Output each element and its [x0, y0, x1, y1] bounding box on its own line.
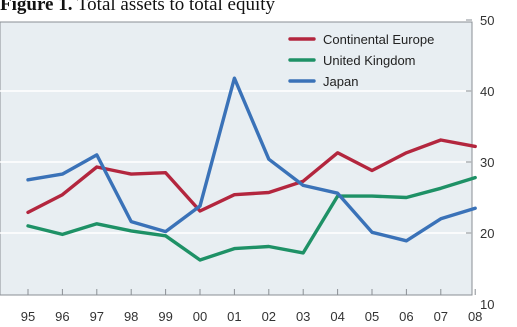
chart-title-text: Total assets to total equity — [72, 0, 276, 15]
legend-label-continental-europe: Continental Europe — [323, 32, 434, 47]
x-tick-label-07: 07 — [434, 309, 448, 324]
y-tick-label-40: 40 — [480, 84, 494, 99]
x-tick-label-03: 03 — [296, 309, 310, 324]
x-tick-label-95: 95 — [21, 309, 35, 324]
y-tick-label-50: 50 — [480, 13, 494, 28]
legend-label-japan: Japan — [323, 74, 358, 89]
x-tick-label-99: 99 — [158, 309, 172, 324]
x-tick-label-05: 05 — [365, 309, 379, 324]
x-tick-label-98: 98 — [124, 309, 138, 324]
x-tick-label-06: 06 — [399, 309, 413, 324]
x-tick-label-08: 08 — [468, 309, 482, 324]
grid-lines — [0, 90, 472, 234]
x-tick-label-96: 96 — [55, 309, 69, 324]
y-tick-label-10: 10 — [480, 297, 494, 312]
x-tick-label-01: 01 — [227, 309, 241, 324]
series-line-united-kingdom — [26, 175, 477, 262]
x-tick-label-00: 00 — [193, 309, 207, 324]
legend-label-united-kingdom: United Kingdom — [323, 53, 416, 68]
series-line-japan — [26, 76, 477, 243]
axes: 10 20 30 40 50 95 96 97 98 99 00 01 02 03 04 05 06 07 08 — [21, 13, 495, 324]
x-tick-label-97: 97 — [90, 309, 104, 324]
x-tick-label-02: 02 — [262, 309, 276, 324]
series-lines — [26, 76, 477, 262]
chart-title-prefix: Figure 1. — [0, 0, 73, 15]
y-tick-label-30: 30 — [480, 155, 494, 170]
y-tick-label-20: 20 — [480, 226, 494, 241]
chart-title: Figure 1. Total assets to total equity — [0, 0, 275, 16]
x-tick-label-04: 04 — [330, 309, 344, 324]
legend: Continental Europe United Kingdom Japan — [288, 32, 434, 89]
